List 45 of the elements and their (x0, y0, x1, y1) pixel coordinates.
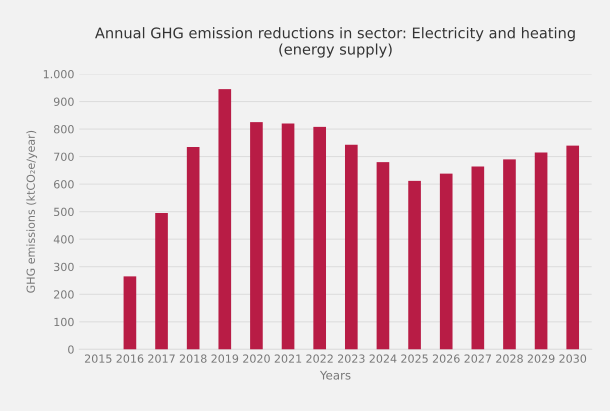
x-tick-label: 2022 (306, 354, 333, 363)
bar (344, 144, 358, 350)
bar (282, 124, 294, 350)
x-tick-label: 2018 (180, 354, 207, 363)
y-tick-label: 600 (54, 180, 74, 189)
y-tick-label: 100 (54, 318, 74, 326)
x-tick-label: 2019 (211, 354, 238, 363)
y-tick-label: 1.000 (44, 70, 74, 78)
y-tick-label: 800 (54, 125, 74, 134)
x-tick-label: 2030 (559, 354, 586, 363)
bar (472, 166, 484, 350)
bar (408, 180, 421, 350)
bar (250, 122, 263, 350)
bar (313, 126, 326, 350)
x-tick-label: 2021 (274, 354, 302, 363)
y-tick-label: 300 (54, 262, 74, 272)
x-axis-title: Years (320, 370, 350, 380)
x-tick-label: 2024 (370, 354, 396, 363)
y-tick-label: 200 (54, 290, 74, 299)
x-tick-label: 2015 (84, 354, 112, 363)
y-tick-label: 0 (68, 345, 74, 354)
x-tick-label: 2020 (243, 354, 270, 363)
bar (503, 159, 516, 350)
x-tick-label: 2017 (148, 354, 175, 363)
x-tick-label: 2023 (338, 354, 365, 363)
y-axis-title: GHG emissions (ktCO₂e/year) (26, 130, 38, 293)
bar (155, 213, 168, 350)
x-tick-label: 2029 (528, 354, 554, 363)
x-tick-label: 2027 (464, 354, 492, 363)
bar (440, 174, 453, 350)
bar (376, 162, 390, 350)
y-tick-label: 400 (54, 235, 74, 244)
bar (124, 276, 136, 350)
bar (534, 152, 548, 350)
y-tick-label: 500 (54, 208, 74, 216)
x-tick-label: 2016 (116, 354, 144, 363)
chart-title: Annual GHG emission reductions in sector: Electricity and heating (energy supply) (95, 27, 575, 58)
y-tick-label: 900 (54, 97, 74, 106)
bar (566, 146, 580, 350)
bar (186, 146, 200, 350)
y-tick-label: 700 (54, 152, 74, 161)
x-tick-label: 2028 (496, 354, 523, 363)
bar (218, 89, 232, 350)
x-tick-label: 2025 (401, 354, 428, 363)
x-tick-label: 2026 (432, 354, 460, 363)
